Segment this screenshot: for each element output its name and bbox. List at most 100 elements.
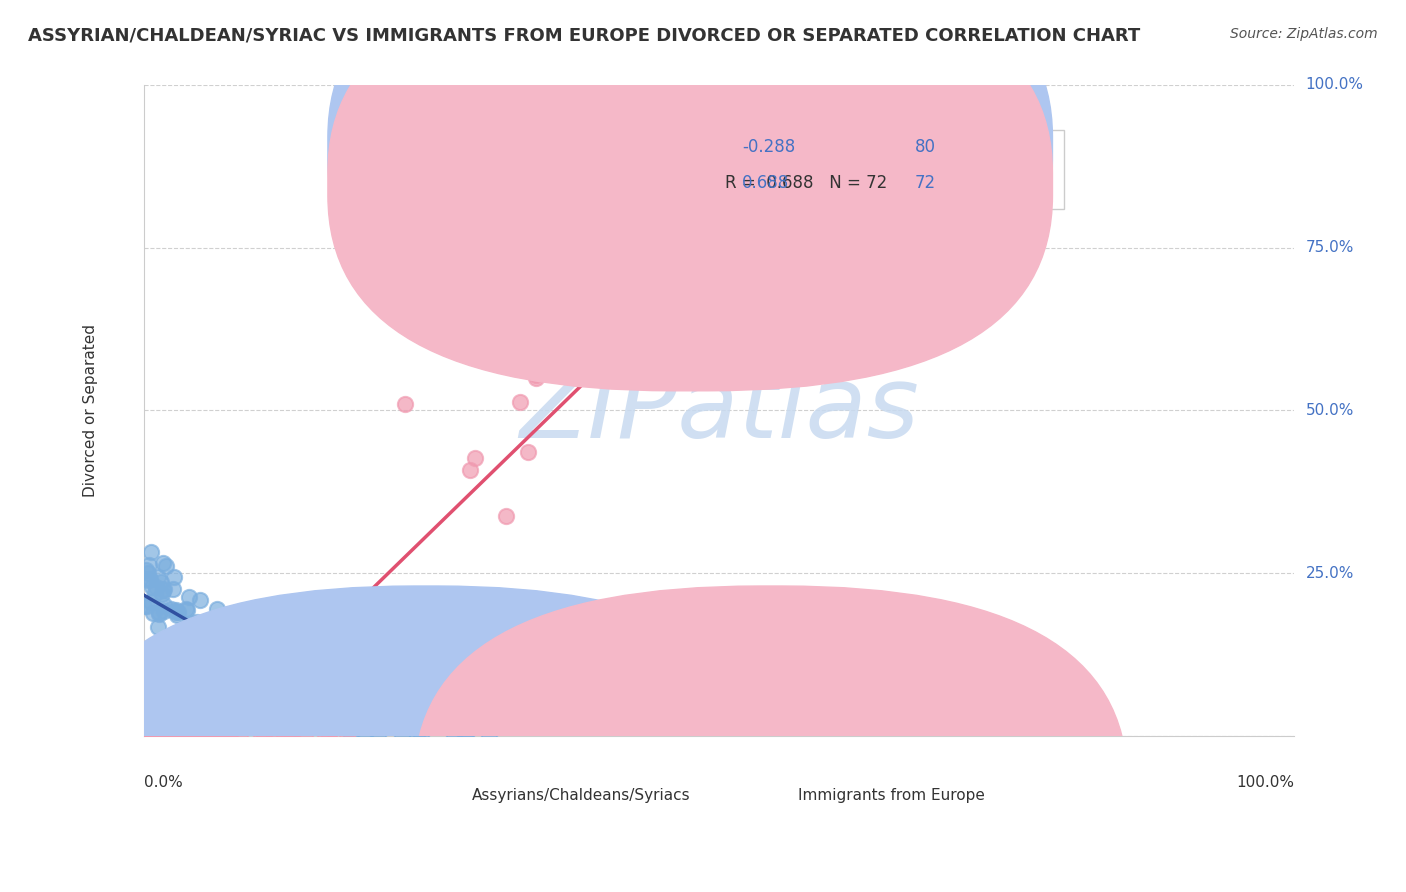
Point <box>149 729 172 743</box>
Point <box>195 633 218 648</box>
Point <box>217 729 239 743</box>
Point <box>253 674 276 689</box>
Point <box>409 729 432 743</box>
Point <box>305 690 328 704</box>
Point <box>318 720 340 734</box>
Point <box>145 580 167 594</box>
Point <box>253 729 276 743</box>
Point <box>219 729 242 743</box>
Point <box>370 691 392 706</box>
Point <box>139 594 162 608</box>
Point <box>336 729 359 743</box>
Point <box>142 606 165 620</box>
Point <box>150 729 173 743</box>
Point <box>176 729 198 743</box>
Point <box>295 709 318 723</box>
Point <box>443 729 465 743</box>
Point <box>309 696 332 710</box>
Point <box>524 371 547 385</box>
Point <box>458 463 481 477</box>
FancyBboxPatch shape <box>415 586 1128 892</box>
Point <box>163 729 186 743</box>
Point <box>136 599 159 613</box>
Point <box>166 729 188 743</box>
Point <box>461 664 484 678</box>
Point <box>205 601 228 615</box>
Point <box>212 729 235 743</box>
Point <box>274 714 297 729</box>
Point <box>200 642 222 657</box>
Point <box>181 729 204 743</box>
Point <box>270 666 292 681</box>
FancyBboxPatch shape <box>661 130 1064 209</box>
Point <box>201 618 224 632</box>
Text: Immigrants from Europe: Immigrants from Europe <box>799 788 984 803</box>
Point <box>139 573 162 587</box>
Text: 100.0%: 100.0% <box>1306 78 1364 93</box>
Point <box>294 729 316 743</box>
Point <box>179 590 201 604</box>
Text: ZIPatlas: ZIPatlas <box>519 362 920 458</box>
Point <box>530 333 553 347</box>
Point <box>165 603 187 617</box>
Point <box>704 101 727 115</box>
Point <box>263 729 285 743</box>
Point <box>134 729 156 743</box>
Text: 50.0%: 50.0% <box>1306 403 1354 417</box>
Point <box>136 573 159 587</box>
Point <box>495 508 517 523</box>
Point <box>509 395 531 409</box>
Point <box>153 582 176 596</box>
FancyBboxPatch shape <box>69 586 782 892</box>
Text: Source: ZipAtlas.com: Source: ZipAtlas.com <box>1230 27 1378 41</box>
Point <box>162 582 184 596</box>
Point <box>558 237 581 252</box>
Point <box>141 580 163 594</box>
Point <box>406 729 429 743</box>
Point <box>270 702 292 716</box>
Point <box>464 451 486 466</box>
Point <box>960 156 983 170</box>
Point <box>174 601 197 615</box>
Point <box>305 677 328 691</box>
Point <box>180 729 202 743</box>
Point <box>148 729 170 743</box>
Text: R =  0.688   N = 72: R = 0.688 N = 72 <box>724 174 887 192</box>
Text: 0.688: 0.688 <box>742 174 789 192</box>
Point <box>167 605 190 619</box>
Text: R = -0.288   N = 80: R = -0.288 N = 80 <box>724 137 887 156</box>
Point <box>288 716 311 731</box>
Point <box>212 729 235 743</box>
Text: 0.0%: 0.0% <box>143 775 183 789</box>
Point <box>184 616 207 631</box>
Point <box>190 729 212 743</box>
Point <box>150 574 173 589</box>
Point <box>205 665 228 679</box>
Point <box>356 629 378 643</box>
Point <box>664 138 686 153</box>
Point <box>200 625 222 640</box>
Point <box>277 729 299 743</box>
Point <box>166 608 188 623</box>
Point <box>173 623 195 637</box>
Point <box>135 563 157 577</box>
Point <box>207 729 229 743</box>
Point <box>152 556 174 570</box>
Point <box>588 327 610 342</box>
Point <box>720 137 742 152</box>
Point <box>315 682 337 697</box>
Point <box>391 729 413 743</box>
Point <box>229 729 252 743</box>
Point <box>524 368 547 383</box>
Point <box>176 603 198 617</box>
Point <box>354 676 377 690</box>
Point <box>318 729 340 743</box>
Point <box>219 661 242 675</box>
FancyBboxPatch shape <box>328 0 1053 355</box>
Point <box>281 729 304 743</box>
Point <box>150 587 173 601</box>
Point <box>163 570 186 584</box>
Point <box>149 729 172 743</box>
Point <box>456 729 478 743</box>
Point <box>478 729 501 743</box>
